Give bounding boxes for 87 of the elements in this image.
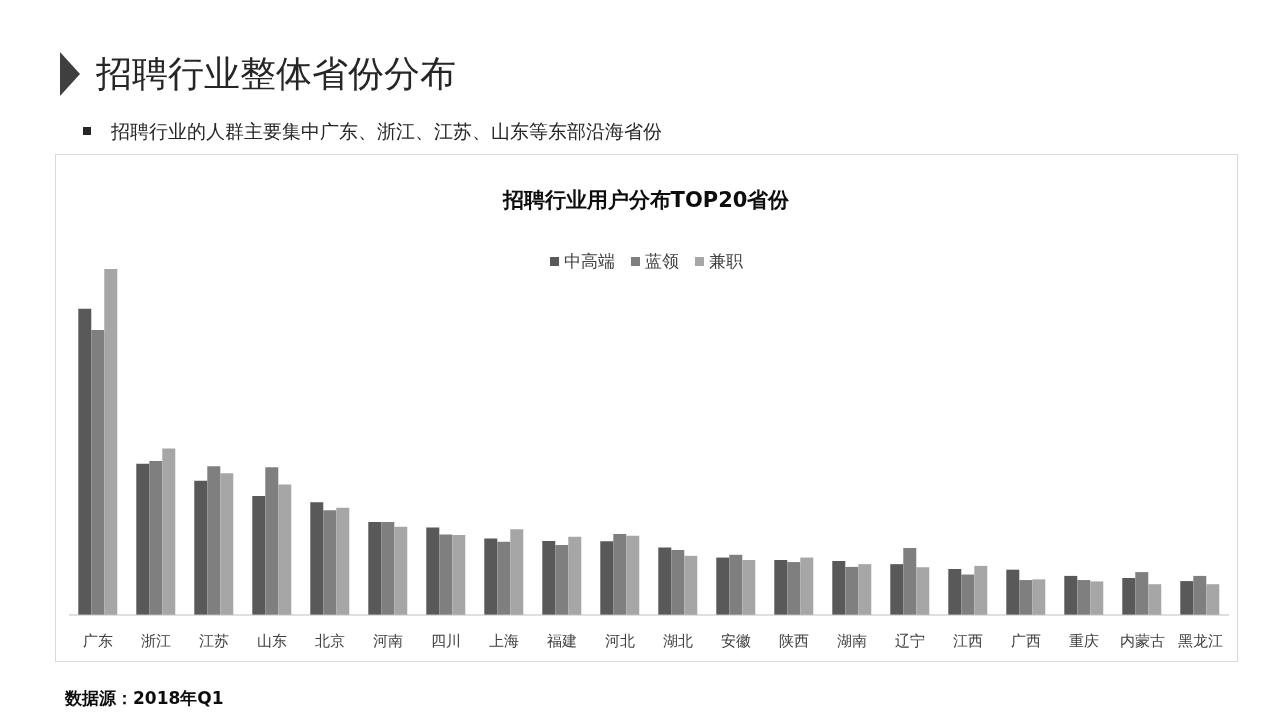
x-tick-label: 江苏 <box>199 631 229 650</box>
bar <box>381 521 395 615</box>
bar <box>452 535 466 615</box>
bar <box>684 555 698 615</box>
legend-label: 兼职 <box>708 250 743 273</box>
x-tick-label: 福建 <box>547 631 577 650</box>
bar <box>368 521 382 615</box>
bar <box>787 562 801 615</box>
x-tick-label: 湖南 <box>837 631 867 650</box>
bar <box>800 557 814 615</box>
x-tick-label: 辽宁 <box>895 631 925 650</box>
bar <box>916 567 930 615</box>
x-tick-label: 湖北 <box>663 631 693 650</box>
bar <box>1064 575 1078 615</box>
x-tick-label: 北京 <box>315 631 345 650</box>
bar <box>845 566 859 615</box>
bar <box>1206 584 1220 615</box>
bar <box>439 534 453 615</box>
bar <box>104 269 118 615</box>
chart-title: 招聘行业整体省份分布 <box>96 52 456 96</box>
bar <box>252 495 266 615</box>
x-tick-label: 内蒙古 <box>1119 631 1165 650</box>
bar <box>1006 569 1020 615</box>
bar <box>555 545 569 615</box>
bar <box>426 527 440 615</box>
x-tick-label: 广东 <box>83 631 113 650</box>
bar <box>336 507 350 615</box>
bar <box>948 568 962 615</box>
bar <box>484 538 498 615</box>
bar <box>136 463 150 615</box>
bar <box>310 502 324 615</box>
text: 招聘行业的人群主要集中广东、浙江、江苏、山东等东部沿海省份 <box>111 119 662 143</box>
bar <box>961 574 975 615</box>
bar <box>1019 580 1033 615</box>
x-tick-label: 广西 <box>1011 631 1041 650</box>
bar <box>1148 584 1162 615</box>
bar <box>1032 579 1046 615</box>
bar <box>671 549 685 615</box>
text: 数据源：2018年Q1 <box>65 687 224 710</box>
bar <box>1180 581 1194 615</box>
bar <box>1135 572 1149 615</box>
x-tick-label: 安徽 <box>721 631 751 650</box>
x-tick-label: 四川 <box>431 631 461 650</box>
x-tick-label: 河北 <box>605 631 635 650</box>
bar <box>1122 577 1136 615</box>
bar <box>832 561 846 615</box>
x-tick-label: 上海 <box>489 631 519 650</box>
bar <box>542 540 556 615</box>
bar <box>149 461 163 615</box>
bar <box>626 535 640 615</box>
bar <box>858 564 872 615</box>
bar <box>394 526 408 615</box>
bar <box>658 547 672 615</box>
bar <box>903 547 917 615</box>
bar <box>78 308 92 615</box>
x-tick-label: 江西 <box>953 631 983 650</box>
bar <box>207 466 221 615</box>
bar <box>194 480 208 615</box>
bar <box>265 467 279 615</box>
bar <box>568 536 582 615</box>
bar <box>974 565 988 615</box>
bar <box>729 554 743 615</box>
legend-label: 中高端 <box>563 250 615 273</box>
chart-subtitle: 招聘行业用户分布TOP20省份 <box>501 187 791 214</box>
x-tick-label: 重庆 <box>1069 631 1099 650</box>
x-tick-label: 浙江 <box>141 631 171 650</box>
x-tick-label: 山东 <box>257 631 287 650</box>
bar <box>1090 581 1104 615</box>
bar <box>742 559 756 615</box>
bar <box>497 541 511 615</box>
bar <box>613 534 627 615</box>
bar <box>600 541 614 615</box>
bar <box>220 473 234 615</box>
bar <box>323 510 337 615</box>
bar <box>278 484 292 615</box>
bar <box>774 559 788 615</box>
bar <box>890 564 904 615</box>
bar <box>1193 575 1207 615</box>
bar <box>1077 580 1091 615</box>
x-tick-label: 黑龙江 <box>1177 631 1223 650</box>
bar <box>510 529 524 615</box>
bar <box>162 448 176 615</box>
legend-label: 蓝领 <box>644 250 679 273</box>
bar <box>91 329 105 615</box>
bar <box>716 557 730 615</box>
x-tick-label: 陕西 <box>779 631 809 650</box>
x-tick-label: 河南 <box>373 631 403 650</box>
